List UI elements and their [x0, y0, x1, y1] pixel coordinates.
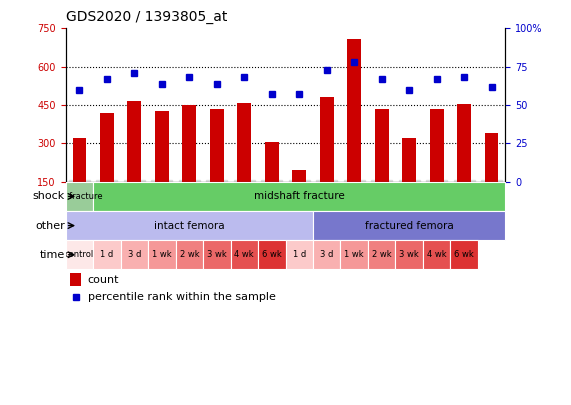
Bar — [66, 211, 313, 240]
Bar — [100, 113, 114, 182]
Text: 1 wk: 1 wk — [344, 250, 364, 259]
Text: percentile rank within the sample: percentile rank within the sample — [88, 292, 276, 302]
Text: fractured femora: fractured femora — [365, 221, 453, 230]
Text: time: time — [39, 250, 65, 260]
Bar — [368, 240, 395, 269]
Text: count: count — [88, 275, 119, 285]
Bar — [238, 102, 251, 182]
Text: 3 d: 3 d — [128, 250, 141, 259]
Bar — [430, 109, 444, 182]
Bar — [127, 101, 141, 182]
Bar — [73, 139, 86, 182]
Text: 3 d: 3 d — [320, 250, 333, 259]
Bar — [258, 240, 286, 269]
Text: 1 d: 1 d — [292, 250, 306, 259]
Bar — [203, 240, 231, 269]
Bar — [457, 104, 471, 182]
Bar — [423, 240, 451, 269]
Text: 3 wk: 3 wk — [207, 250, 227, 259]
Bar — [340, 240, 368, 269]
Bar — [292, 171, 306, 182]
Bar — [395, 240, 423, 269]
Text: 2 wk: 2 wk — [372, 250, 392, 259]
Text: GDS2020 / 1393805_at: GDS2020 / 1393805_at — [66, 10, 227, 24]
Text: no fracture: no fracture — [56, 192, 103, 201]
Bar — [93, 240, 120, 269]
Bar — [148, 240, 176, 269]
Bar — [375, 109, 388, 182]
Bar — [313, 240, 340, 269]
Bar — [120, 240, 148, 269]
Text: midshaft fracture: midshaft fracture — [254, 192, 345, 201]
Text: intact femora: intact femora — [154, 221, 224, 230]
Bar — [403, 139, 416, 182]
Bar — [485, 133, 498, 182]
Text: 3 wk: 3 wk — [399, 250, 419, 259]
Bar — [66, 240, 93, 269]
Text: other: other — [35, 221, 65, 230]
Text: 1 wk: 1 wk — [152, 250, 172, 259]
Bar — [286, 240, 313, 269]
Bar — [231, 240, 258, 269]
Bar — [183, 105, 196, 182]
Bar — [320, 98, 333, 182]
Text: 4 wk: 4 wk — [235, 250, 254, 259]
Text: 6 wk: 6 wk — [262, 250, 282, 259]
Bar — [347, 38, 361, 182]
Text: 6 wk: 6 wk — [455, 250, 474, 259]
Bar — [66, 182, 93, 211]
Bar — [313, 211, 505, 240]
Text: shock: shock — [33, 192, 65, 201]
Bar — [176, 240, 203, 269]
Bar — [70, 273, 81, 286]
Text: control: control — [65, 250, 94, 259]
Text: 1 d: 1 d — [100, 250, 114, 259]
Bar — [155, 111, 168, 182]
Bar — [451, 240, 478, 269]
Text: 2 wk: 2 wk — [179, 250, 199, 259]
Bar — [265, 142, 279, 182]
Bar — [210, 109, 224, 182]
Text: 4 wk: 4 wk — [427, 250, 447, 259]
